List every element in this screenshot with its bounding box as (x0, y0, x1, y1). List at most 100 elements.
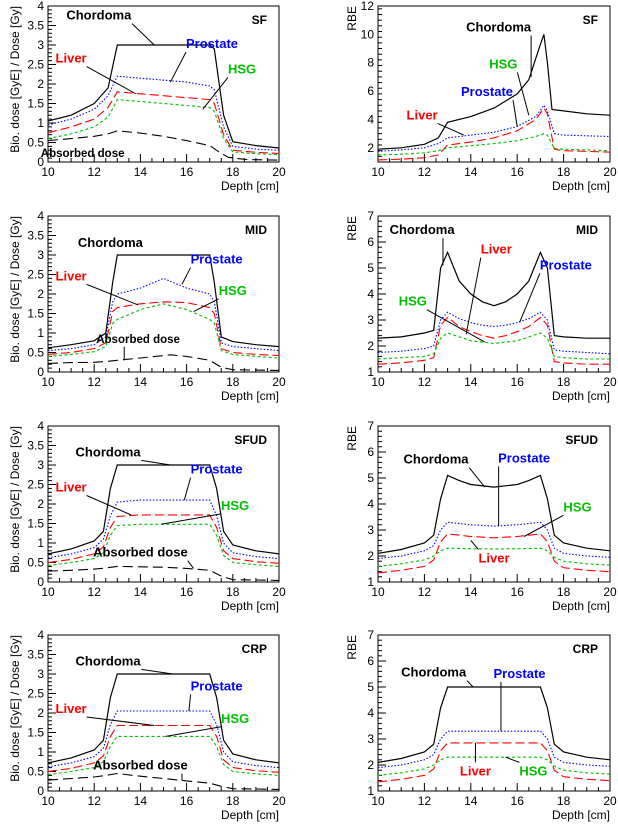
panel-title: SF (252, 13, 267, 27)
x-tick-label: 20 (603, 585, 617, 599)
annotation-liver: Liver (56, 480, 87, 495)
y-tick-label: 2 (37, 706, 44, 720)
x-tick-label: 14 (464, 585, 478, 599)
annotation-leader-liver (86, 66, 137, 95)
annotation-leader-chordoma (131, 23, 155, 46)
annotation-leader-prostate (519, 273, 541, 323)
annotation-leader-liver (86, 495, 132, 516)
x-tick-label: 18 (226, 375, 240, 389)
y-tick-label: 0.5 (27, 765, 44, 779)
y-axis-label: RBE (345, 635, 359, 660)
x-tick-label: 18 (557, 794, 571, 808)
y-tick-label: 3.5 (27, 19, 44, 33)
annotation-hsg: HSG (489, 56, 517, 71)
panel-sf-rbe: 10 12 14 16 18 20 2 4 6 8 10 12 Depth [cm] RBE SF Chord… (345, 0, 617, 193)
panel-title: MID (576, 223, 598, 237)
annotation-leader-hsg (505, 756, 520, 763)
series-group (378, 686, 610, 783)
x-axis-label: Depth [cm] (552, 179, 610, 193)
series-line-liver (48, 514, 279, 564)
y-tick-label: 2 (367, 339, 374, 353)
x-axis-label: Depth [cm] (221, 179, 279, 193)
x-tick-label: 12 (88, 585, 102, 599)
series-line-chordoma (378, 474, 610, 554)
annotation-liver: Liver (56, 51, 87, 66)
annotation-leader-chordoma (141, 668, 173, 675)
x-tick-label: 10 (371, 585, 385, 599)
annotation-chordoma: Chordoma (66, 8, 132, 23)
series-line-absorbed (48, 772, 279, 790)
y-tick-label: 3.5 (27, 229, 44, 243)
panel-title: CRP (242, 642, 267, 656)
x-tick-label: 14 (134, 794, 148, 808)
series-line-hsg (378, 756, 610, 776)
y-tick-label: 2.5 (27, 58, 44, 72)
plot-frame (377, 634, 611, 792)
x-axis-label: Depth [cm] (221, 599, 279, 613)
y-tick-label: 3 (37, 38, 44, 52)
x-tick-label: 14 (464, 794, 478, 808)
y-tick-label: 3 (37, 667, 44, 681)
panel-sfud-dose: 10 12 14 16 18 20 0 0.5 1 1.5 2 2.5 3 3.5 4 Depth [cm] B… (8, 419, 286, 613)
series-line-prostate (48, 75, 279, 151)
annotation-prostate: Prostate (191, 678, 243, 693)
series-line-absorbed (48, 354, 279, 371)
series-line-liver (48, 724, 279, 773)
x-tick-label: 14 (134, 165, 148, 179)
annotation-absorbed: Absorbed dose (93, 545, 188, 560)
annotation-prostate: Prostate (494, 666, 546, 681)
panel-title: MID (245, 223, 267, 237)
y-axis-label: Bio. dose [GyE] / Dose [Gy] (8, 426, 22, 573)
series-line-chordoma (378, 686, 610, 763)
plot-frame (47, 5, 280, 163)
y-axis-label: RBE (345, 216, 359, 241)
x-axis-label: Depth [cm] (552, 808, 610, 822)
x-tick-label: 12 (88, 375, 102, 389)
y-tick-label: 1 (37, 326, 44, 340)
series-line-hsg (48, 303, 279, 359)
y-tick-label: 6 (367, 445, 374, 459)
x-tick-label: 16 (180, 585, 194, 599)
x-tick-label: 20 (272, 794, 286, 808)
y-tick-label: 1 (367, 365, 374, 379)
x-tick-label: 20 (272, 585, 286, 599)
x-axis-label: Depth [cm] (552, 389, 610, 403)
series-line-liver (378, 316, 610, 365)
y-tick-label: 0.5 (27, 346, 44, 360)
y-tick-label: 1.5 (27, 307, 44, 321)
y-tick-label: 3.5 (27, 439, 44, 453)
y-axis-label: Bio. dose [GyE] / Dose [Gy] (8, 216, 22, 363)
y-tick-label: 6 (367, 84, 374, 98)
y-tick-label: 3 (367, 313, 374, 327)
y-tick-label: 1 (367, 784, 374, 798)
y-tick-label: 2 (37, 497, 44, 511)
series-line-absorbed (48, 565, 279, 581)
series-line-hsg (378, 133, 610, 156)
y-tick-label: 4 (37, 0, 44, 13)
x-axis-label: Depth [cm] (221, 808, 279, 822)
x-tick-label: 18 (557, 375, 571, 389)
annotation-leader-liver (470, 540, 479, 550)
y-tick-label: 7 (367, 209, 374, 223)
series-group (48, 464, 279, 581)
series-line-chordoma (378, 34, 610, 150)
series-line-prostate (48, 499, 279, 560)
y-tick-label: 0.5 (27, 136, 44, 150)
annotation-leader-chordoma (468, 467, 486, 488)
annotation-hsg: HSG (563, 499, 591, 514)
series-line-hsg (378, 332, 610, 360)
x-axis-label: Depth [cm] (221, 389, 279, 403)
y-tick-label: 1 (367, 575, 374, 589)
x-axis-label: Depth [cm] (552, 599, 610, 613)
annotation-prostate: Prostate (191, 462, 243, 477)
y-tick-label: 4 (367, 112, 374, 126)
x-tick-label: 18 (226, 794, 240, 808)
x-tick-label: 14 (464, 375, 478, 389)
x-tick-label: 12 (88, 794, 102, 808)
annotation-liver: Liver (56, 268, 87, 283)
series-line-prostate (48, 277, 279, 352)
panel-title: CRP (573, 642, 598, 656)
panel-title: SF (583, 13, 598, 27)
annotation-prostate: Prostate (498, 450, 550, 465)
annotation-chordoma: Chordoma (401, 665, 467, 680)
